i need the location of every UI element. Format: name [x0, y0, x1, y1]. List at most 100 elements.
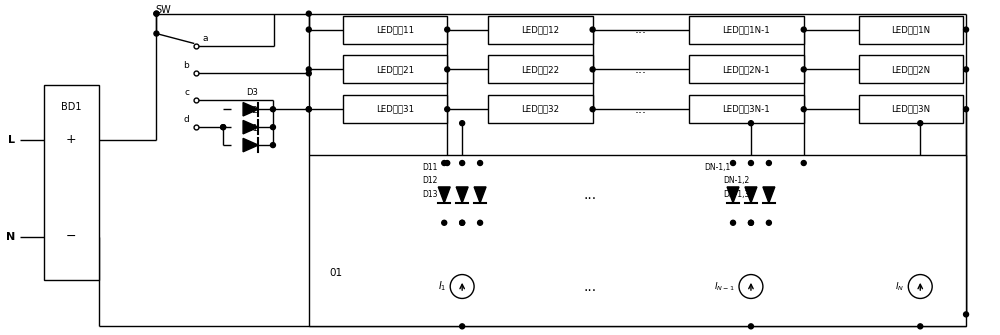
- Circle shape: [731, 220, 736, 225]
- Circle shape: [748, 220, 753, 225]
- Circle shape: [154, 11, 159, 16]
- Polygon shape: [474, 187, 486, 203]
- Text: LED分段1N: LED分段1N: [891, 25, 930, 34]
- Text: ...: ...: [635, 103, 647, 116]
- Polygon shape: [243, 138, 258, 152]
- Text: LED分段21: LED分段21: [376, 65, 414, 74]
- Text: DN-1,1: DN-1,1: [704, 162, 730, 172]
- Text: BD1: BD1: [61, 102, 82, 112]
- Bar: [343, 56, 447, 83]
- Circle shape: [964, 312, 969, 317]
- Bar: [343, 95, 447, 123]
- Bar: [488, 56, 593, 83]
- Circle shape: [801, 107, 806, 112]
- Circle shape: [445, 107, 450, 112]
- Circle shape: [270, 125, 275, 130]
- Circle shape: [445, 160, 450, 165]
- Circle shape: [306, 27, 311, 32]
- Text: D13: D13: [422, 190, 438, 199]
- Circle shape: [460, 160, 465, 165]
- Circle shape: [154, 31, 159, 36]
- Text: ...: ...: [635, 23, 647, 36]
- Text: 01: 01: [329, 268, 342, 278]
- Text: LED分段3N: LED分段3N: [891, 105, 930, 114]
- Text: LED分段22: LED分段22: [521, 65, 559, 74]
- Text: c: c: [184, 88, 189, 97]
- Circle shape: [306, 107, 311, 112]
- Text: D3: D3: [246, 88, 258, 97]
- Text: DN-1,3: DN-1,3: [723, 190, 749, 199]
- Polygon shape: [727, 187, 739, 203]
- Text: −: −: [66, 230, 77, 243]
- Circle shape: [221, 125, 226, 130]
- Circle shape: [460, 220, 465, 225]
- Circle shape: [445, 67, 450, 72]
- Circle shape: [801, 67, 806, 72]
- Polygon shape: [243, 121, 258, 134]
- Circle shape: [154, 11, 159, 16]
- Text: D11: D11: [422, 162, 438, 172]
- Polygon shape: [438, 187, 450, 203]
- Circle shape: [306, 71, 311, 76]
- Circle shape: [270, 107, 275, 112]
- Polygon shape: [745, 187, 757, 203]
- Text: I$_N$: I$_N$: [895, 280, 904, 293]
- Text: +: +: [66, 133, 77, 146]
- Polygon shape: [763, 187, 775, 203]
- Bar: [689, 56, 804, 83]
- Bar: [343, 16, 447, 44]
- Circle shape: [766, 160, 771, 165]
- Circle shape: [731, 160, 736, 165]
- Bar: [309, 155, 966, 326]
- Circle shape: [306, 67, 311, 72]
- Circle shape: [478, 220, 483, 225]
- Text: I$_1$: I$_1$: [438, 280, 446, 293]
- Circle shape: [270, 143, 275, 148]
- Circle shape: [442, 160, 447, 165]
- Text: D1: D1: [246, 124, 258, 133]
- Circle shape: [590, 107, 595, 112]
- Text: I$_{N-1}$: I$_{N-1}$: [714, 280, 735, 293]
- Bar: [689, 16, 804, 44]
- Circle shape: [964, 27, 969, 32]
- Circle shape: [801, 27, 806, 32]
- Circle shape: [306, 11, 311, 16]
- Circle shape: [460, 220, 465, 225]
- Text: LED分段11: LED分段11: [376, 25, 414, 34]
- Polygon shape: [243, 103, 258, 116]
- Text: D12: D12: [422, 177, 438, 186]
- Text: ...: ...: [583, 188, 596, 202]
- Text: ...: ...: [583, 279, 596, 293]
- Circle shape: [918, 324, 923, 329]
- Text: D2: D2: [246, 106, 258, 115]
- Text: LED分段2N: LED分段2N: [891, 65, 930, 74]
- Text: LED分段12: LED分段12: [521, 25, 559, 34]
- Circle shape: [221, 125, 226, 130]
- Circle shape: [918, 121, 923, 126]
- Bar: [488, 95, 593, 123]
- Bar: [44, 85, 99, 279]
- Circle shape: [766, 220, 771, 225]
- Circle shape: [445, 27, 450, 32]
- Circle shape: [801, 160, 806, 165]
- Text: LED分段3N-1: LED分段3N-1: [723, 105, 770, 114]
- Circle shape: [748, 220, 753, 225]
- Text: DN-1,2: DN-1,2: [723, 177, 749, 186]
- Text: a: a: [202, 34, 208, 43]
- Bar: [488, 16, 593, 44]
- Text: LED分段31: LED分段31: [376, 105, 414, 114]
- Text: LED分段1N-1: LED分段1N-1: [723, 25, 770, 34]
- Text: ...: ...: [635, 63, 647, 76]
- Circle shape: [748, 324, 753, 329]
- Circle shape: [964, 107, 969, 112]
- Bar: [689, 95, 804, 123]
- Circle shape: [442, 220, 447, 225]
- Circle shape: [748, 121, 753, 126]
- Polygon shape: [456, 187, 468, 203]
- Bar: [859, 16, 963, 44]
- Text: b: b: [184, 61, 189, 70]
- Text: d: d: [184, 115, 189, 124]
- Circle shape: [590, 67, 595, 72]
- Text: SW: SW: [156, 5, 171, 15]
- Circle shape: [590, 27, 595, 32]
